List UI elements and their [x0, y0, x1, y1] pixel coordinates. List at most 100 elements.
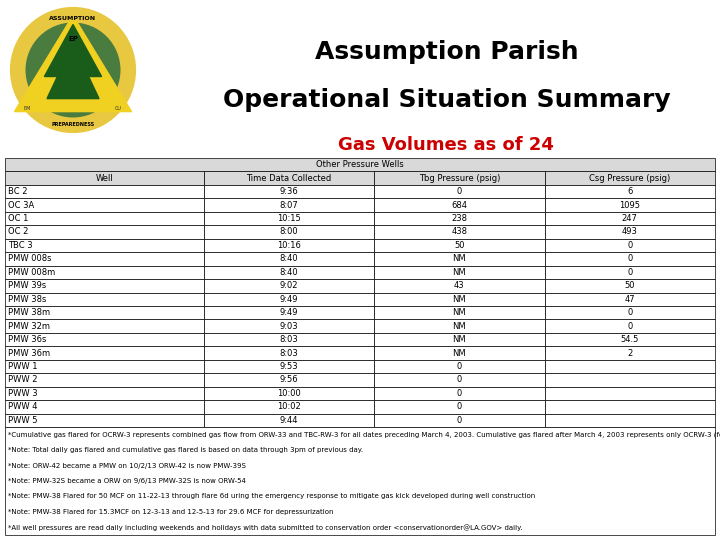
Text: 0: 0 [456, 416, 462, 425]
Text: NM: NM [453, 254, 467, 264]
Bar [374, 252, 544, 266]
Text: *All well pressures are read daily including weekends and holidays with data sub: *All well pressures are read daily inclu… [8, 524, 523, 531]
Bar [204, 346, 374, 360]
Text: PWW 3: PWW 3 [8, 389, 37, 398]
Polygon shape [14, 16, 132, 112]
Bar [204, 172, 374, 185]
Bar [5, 172, 204, 185]
Text: 0: 0 [456, 389, 462, 398]
Bar [374, 306, 544, 319]
Bar [544, 373, 715, 387]
Text: BC 2: BC 2 [8, 187, 27, 196]
Bar [544, 400, 715, 414]
Circle shape [11, 8, 135, 132]
Bar [204, 414, 374, 427]
Bar [544, 360, 715, 373]
Text: 8:40: 8:40 [279, 254, 298, 264]
Text: 9:02: 9:02 [280, 281, 298, 291]
Bar [5, 319, 204, 333]
Bar [374, 293, 544, 306]
Bar [544, 319, 715, 333]
Text: Well: Well [96, 174, 113, 183]
Text: 10:15: 10:15 [277, 214, 301, 223]
Bar [204, 239, 374, 252]
Text: CU: CU [115, 106, 122, 111]
Bar [374, 185, 544, 198]
Bar [544, 172, 715, 185]
Text: PMW 38s: PMW 38s [8, 295, 46, 303]
Text: 10:16: 10:16 [277, 241, 301, 250]
Text: PMW 36s: PMW 36s [8, 335, 46, 344]
Text: PMW 39s: PMW 39s [8, 281, 46, 291]
Bar [5, 333, 204, 346]
Bar [204, 306, 374, 319]
Text: 1095: 1095 [619, 200, 640, 210]
Text: PMW 38m: PMW 38m [8, 308, 50, 317]
Text: 9:49: 9:49 [280, 308, 298, 317]
Text: 10:00: 10:00 [277, 389, 301, 398]
Text: 0: 0 [627, 322, 632, 330]
Text: 0: 0 [456, 187, 462, 196]
Text: 50: 50 [624, 281, 635, 291]
Bar [204, 185, 374, 198]
Text: *Note: PMW-38 Flared for 15.3MCF on 12-3-13 and 12-5-13 for 29.6 MCF for depress: *Note: PMW-38 Flared for 15.3MCF on 12-3… [8, 509, 333, 515]
Bar [374, 279, 544, 293]
Bar [374, 172, 544, 185]
Bar [5, 266, 204, 279]
Text: PWW 5: PWW 5 [8, 416, 37, 425]
Text: *Note: ORW-42 became a PMW on 10/2/13 ORW-42 is now PMW-39S: *Note: ORW-42 became a PMW on 10/2/13 OR… [8, 463, 246, 469]
Text: Time Data Collected: Time Data Collected [246, 174, 332, 183]
Bar [5, 252, 204, 266]
Bar [544, 306, 715, 319]
Text: 9:56: 9:56 [279, 375, 298, 384]
Text: 9:53: 9:53 [279, 362, 298, 371]
Text: 9:36: 9:36 [279, 187, 298, 196]
Text: 0: 0 [456, 362, 462, 371]
Bar [374, 387, 544, 400]
Text: NM: NM [453, 322, 467, 330]
Bar [544, 212, 715, 225]
Text: NM: NM [453, 348, 467, 357]
Text: Operational Situation Summary: Operational Situation Summary [222, 88, 670, 112]
Bar [374, 266, 544, 279]
Text: 9:03: 9:03 [279, 322, 298, 330]
Text: 43: 43 [454, 281, 464, 291]
Bar [544, 346, 715, 360]
Text: PMW 008s: PMW 008s [8, 254, 52, 264]
Text: PMW 36m: PMW 36m [8, 348, 50, 357]
Text: Gas Volumes as of 24: Gas Volumes as of 24 [338, 136, 554, 154]
Bar [374, 346, 544, 360]
Bar [204, 319, 374, 333]
Text: ASSUMPTION: ASSUMPTION [50, 16, 96, 21]
Bar [5, 185, 204, 198]
Bar [544, 252, 715, 266]
Bar [374, 319, 544, 333]
Circle shape [26, 23, 120, 117]
Text: NM: NM [453, 295, 467, 303]
Text: Assumption Parish: Assumption Parish [315, 40, 578, 64]
Text: 8:40: 8:40 [279, 268, 298, 277]
Text: 684: 684 [451, 200, 467, 210]
Bar [544, 225, 715, 239]
Bar [5, 427, 715, 535]
Text: *Note: Total daily gas flared and cumulative gas flared is based on data through: *Note: Total daily gas flared and cumula… [8, 447, 363, 453]
Bar [204, 387, 374, 400]
Text: NM: NM [453, 335, 467, 344]
Bar [204, 212, 374, 225]
Text: PWW 4: PWW 4 [8, 402, 37, 411]
Text: 238: 238 [451, 214, 467, 223]
Text: 8:03: 8:03 [279, 348, 298, 357]
Text: 438: 438 [451, 227, 467, 237]
Text: PREPAREDNESS: PREPAREDNESS [51, 122, 94, 127]
Text: 50: 50 [454, 241, 464, 250]
Text: *Note: PMW-38 Flared for 50 MCF on 11-22-13 through flare 6d uring the emergency: *Note: PMW-38 Flared for 50 MCF on 11-22… [8, 494, 535, 500]
Text: Csg Pressure (psig): Csg Pressure (psig) [589, 174, 670, 183]
Text: 0: 0 [627, 268, 632, 277]
Text: 0: 0 [627, 254, 632, 264]
Text: 0: 0 [456, 375, 462, 384]
Text: OC 1: OC 1 [8, 214, 28, 223]
Bar [544, 266, 715, 279]
Bar [544, 239, 715, 252]
Text: 8:07: 8:07 [279, 200, 298, 210]
Bar [544, 198, 715, 212]
